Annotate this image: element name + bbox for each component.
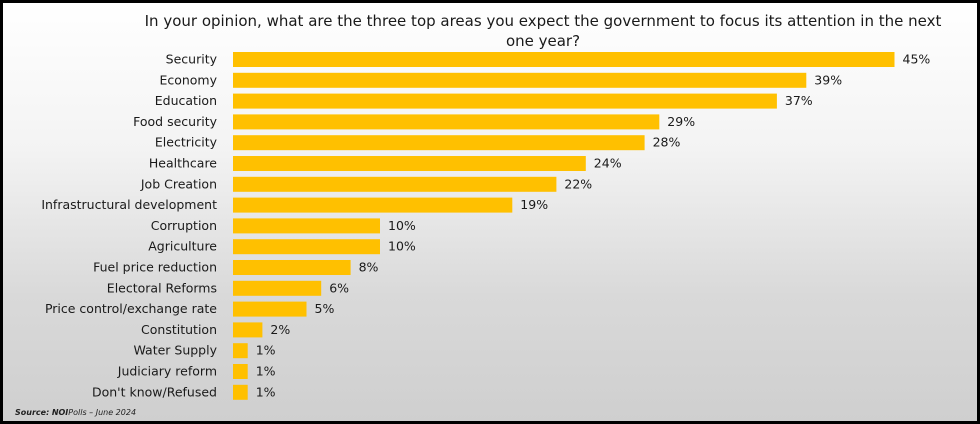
category-label: Corruption: [151, 218, 217, 233]
bar: [233, 135, 645, 151]
value-label: 19%: [520, 197, 548, 212]
category-label: Constitution: [141, 322, 217, 337]
source-org: NOI: [51, 408, 69, 417]
category-label: Electoral Reforms: [107, 280, 217, 295]
source-note: Source: NOIPolls – June 2024: [15, 408, 136, 417]
value-label: 28%: [653, 135, 681, 150]
value-label: 1%: [256, 343, 276, 358]
bar: [233, 197, 513, 213]
value-label: 6%: [329, 280, 349, 295]
bar: [233, 52, 895, 67]
value-label: 22%: [564, 176, 592, 191]
bar: [233, 301, 307, 317]
category-label: Agriculture: [148, 239, 217, 254]
bar: [233, 364, 248, 379]
category-label: Job Creation: [140, 176, 217, 191]
bar: [233, 176, 557, 192]
value-label: 39%: [814, 72, 842, 87]
value-label: 10%: [388, 218, 416, 233]
value-label: 37%: [785, 93, 813, 108]
bar: [233, 114, 660, 130]
bar: [233, 156, 586, 171]
bar: [233, 343, 248, 359]
category-label: Healthcare: [149, 156, 217, 171]
value-label: 10%: [388, 239, 416, 254]
bar: [233, 239, 380, 255]
value-label: 45%: [903, 52, 931, 67]
category-label: Price control/exchange rate: [45, 301, 217, 316]
chart-title: In your opinion, what are the three top …: [144, 12, 942, 50]
value-label: 8%: [359, 260, 379, 275]
bar: [233, 280, 322, 296]
value-label: 1%: [256, 384, 276, 399]
bar: [233, 322, 263, 338]
bar: [233, 93, 777, 109]
bar: [233, 218, 380, 234]
category-label: Water Supply: [133, 343, 217, 358]
value-label: 2%: [270, 322, 290, 337]
source-rest: Polls – June 2024: [68, 408, 137, 417]
bar: [233, 72, 807, 88]
value-label: 29%: [667, 114, 695, 129]
category-label: Food security: [133, 114, 217, 129]
category-label: Economy: [159, 72, 217, 87]
bar-chart: Security 45% Economy 39% Education 37% Food se…: [41, 52, 931, 400]
bar: [233, 260, 351, 275]
category-label: Education: [155, 93, 217, 108]
source-label: Source:: [15, 408, 50, 417]
value-label: 1%: [256, 364, 276, 379]
value-label: 24%: [594, 156, 622, 171]
category-label: Electricity: [155, 135, 218, 150]
category-label: Don't know/Refused: [92, 384, 217, 399]
category-label: Judiciary reform: [117, 364, 217, 379]
category-label: Fuel price reduction: [93, 260, 217, 275]
category-label: Infrastructural development: [41, 197, 217, 212]
category-label: Security: [166, 52, 218, 67]
value-label: 5%: [315, 301, 335, 316]
bar: [233, 384, 248, 400]
